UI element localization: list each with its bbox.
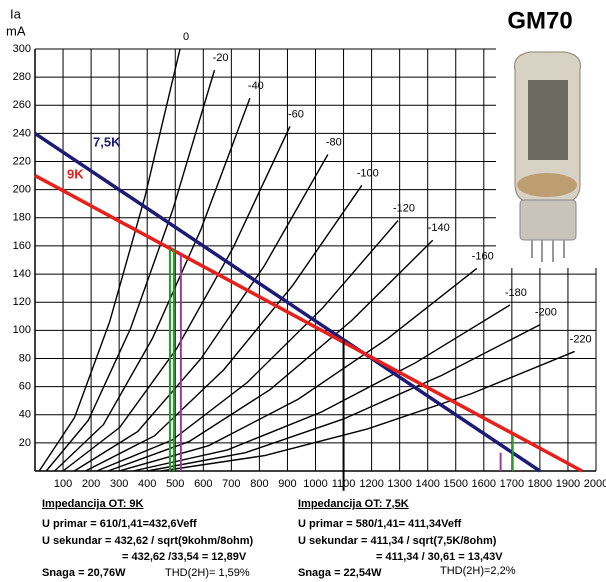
- curve-label: 0: [183, 31, 189, 43]
- notes-right: Impedancija OT: 7,5K U primar = 580/1,41…: [298, 498, 516, 579]
- y-tick-label: 300: [13, 43, 31, 55]
- x-tick-label: 1400: [415, 478, 439, 490]
- note: Impedancija OT: 7,5K: [298, 498, 409, 510]
- x-tick-label: 600: [194, 478, 212, 490]
- x-tick-label: 2000: [584, 478, 606, 490]
- plate-curve: [133, 304, 511, 472]
- plate-curve: [107, 239, 434, 472]
- tube-plate: [528, 80, 568, 160]
- x-tick-label: 1900: [556, 478, 580, 490]
- curve-label: -120: [393, 203, 415, 215]
- notes-left: Impedancija OT: 9K U primar = 610/1,41=4…: [42, 498, 254, 579]
- plate-curve: [161, 350, 575, 472]
- x-tick-label: 100: [54, 478, 72, 490]
- x-tick-label: 1600: [472, 478, 496, 490]
- curve-label: -160: [472, 250, 494, 262]
- y-tick-label: 180: [13, 212, 31, 224]
- note: THD(2H)=2,2%: [440, 565, 516, 577]
- chart-title: GM70: [507, 7, 572, 34]
- note: U sekundar = 432,62 / sqrt(9kohm/8ohm): [42, 535, 254, 547]
- y-tick-label: 40: [19, 409, 31, 421]
- load-lines: [34, 131, 583, 473]
- load-line: [34, 131, 541, 473]
- x-tick-label: 1100: [332, 478, 356, 490]
- y-tick-label: 240: [13, 127, 31, 139]
- note: = 432,62 /33,54 = 12,89V: [122, 551, 247, 563]
- x-tick-label: 1000: [303, 478, 327, 490]
- curve-label: -100: [357, 167, 379, 179]
- x-tick-label: 900: [278, 478, 296, 490]
- plate-curve: [96, 220, 399, 472]
- tube-pins: [531, 240, 565, 262]
- y-tick-label: 60: [19, 381, 31, 393]
- plate-curve: [73, 154, 329, 472]
- curve-label: -60: [288, 108, 304, 120]
- x-tick-label: 200: [82, 478, 100, 490]
- x-tick-label: 1800: [528, 478, 552, 490]
- x-tick-label: 400: [138, 478, 156, 490]
- curve-label: -80: [326, 136, 342, 148]
- y-tick-label: 260: [13, 99, 31, 111]
- load-line-label: 9K: [67, 166, 84, 181]
- y-tick-label: 160: [13, 240, 31, 252]
- plate-curve: [118, 267, 478, 472]
- markers: [168, 248, 514, 491]
- y-tick-label: 220: [13, 155, 31, 167]
- plate-curve: [54, 97, 251, 472]
- plate-curve: [62, 126, 291, 472]
- y-tick-label: 20: [19, 437, 31, 449]
- tube-base: [519, 199, 577, 241]
- curve-label: -200: [535, 307, 557, 319]
- curve-label: -20: [213, 52, 229, 64]
- curve-label: -40: [248, 80, 264, 92]
- plate-curve: [85, 185, 363, 472]
- note: = 411,34 / 30,61 = 13,43V: [376, 551, 503, 563]
- plate-curve: [45, 69, 216, 472]
- note: Snaga = 20,76W: [42, 567, 126, 579]
- note: U primar = 610/1,41=432,6Veff: [42, 518, 197, 530]
- x-tick-label: 700: [222, 478, 240, 490]
- y-axis-unit: mA: [6, 23, 26, 38]
- note: THD(2H)= 1,59%: [165, 567, 250, 579]
- x-tick-label: 1500: [444, 478, 468, 490]
- tube-photo: [496, 40, 600, 268]
- y-tick-label: 200: [13, 184, 31, 196]
- labels: 20 40 60 80 100 120 140 160 180 200 220 240 260 280 30…: [13, 31, 606, 490]
- x-tick-label: 800: [250, 478, 268, 490]
- x-tick-label: 1300: [387, 478, 411, 490]
- x-tick-label: 1200: [359, 478, 383, 490]
- load-line: [34, 174, 583, 473]
- note: U sekundar = 411,34 / sqrt(7,5K/8ohm): [298, 535, 497, 547]
- curve-label: -180: [505, 287, 527, 299]
- curve-label: -220: [570, 333, 592, 345]
- tube-getter: [517, 173, 577, 197]
- y-tick-label: 100: [13, 324, 31, 336]
- load-line-label: 7,5K: [93, 134, 121, 149]
- y-tick-label: 80: [19, 352, 31, 364]
- note: Snaga = 22,54W: [298, 567, 382, 579]
- curve-label: -140: [428, 222, 450, 234]
- x-tick-label: 1700: [500, 478, 524, 490]
- x-tick-label: 500: [166, 478, 184, 490]
- note: U primar = 580/1,41= 411,34Veff: [298, 518, 462, 530]
- x-tick-label: 300: [110, 478, 128, 490]
- y-tick-label: 280: [13, 71, 31, 83]
- y-tick-label: 120: [13, 296, 31, 308]
- y-tick-label: 140: [13, 268, 31, 280]
- y-axis-label: Ia: [10, 6, 22, 21]
- plate-curve: [38, 48, 181, 472]
- note: Impedancija OT: 9K: [42, 498, 144, 510]
